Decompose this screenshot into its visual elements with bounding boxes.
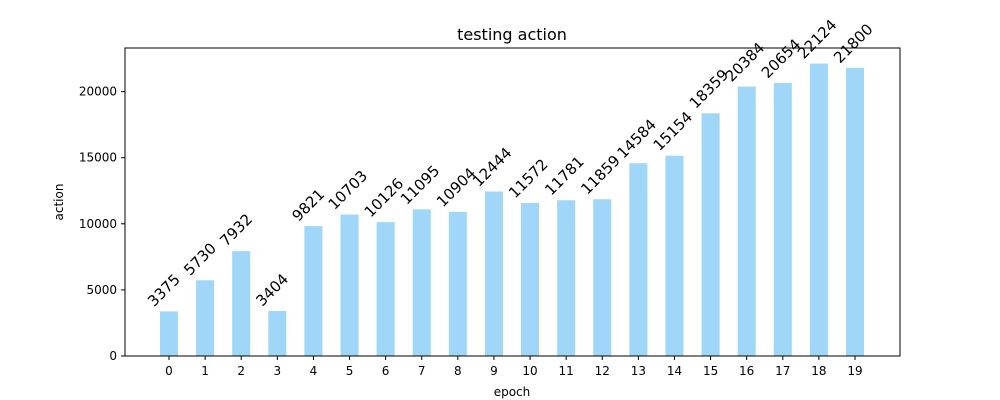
x-tick-label-2: 2: [237, 364, 245, 378]
data-label-3: 3404: [252, 270, 292, 310]
x-tick-label-13: 13: [631, 364, 646, 378]
x-tick-label-9: 9: [490, 364, 498, 378]
data-label-12: 11859: [577, 152, 623, 198]
chart-title: testing action: [457, 25, 567, 44]
bar-17: [773, 82, 792, 356]
data-label-10: 11572: [505, 155, 551, 201]
x-tick-label-0: 0: [165, 364, 173, 378]
x-tick-label-5: 5: [346, 364, 354, 378]
y-tick-label-15000: 15000: [79, 151, 117, 165]
y-axis-ticks: 0 5000 10000 15000 20000: [79, 85, 125, 363]
data-label-17: 20654: [758, 35, 804, 81]
y-axis-label: action: [52, 184, 66, 221]
y-tick-label-0: 0: [109, 349, 117, 363]
bar-19: [845, 67, 865, 357]
bar-12: [593, 199, 612, 356]
x-tick-label-4: 4: [310, 364, 318, 378]
bar-7: [412, 209, 431, 356]
x-tick-label-7: 7: [418, 364, 426, 378]
data-label-4: 9821: [289, 185, 329, 225]
x-tick-label-16: 16: [739, 364, 754, 378]
y-tick-label-20000: 20000: [79, 85, 117, 99]
bar-18: [809, 63, 828, 356]
x-tick-label-3: 3: [273, 364, 281, 378]
bar-14: [665, 155, 684, 356]
x-tick-label-1: 1: [201, 364, 209, 378]
x-tick-label-15: 15: [703, 364, 718, 378]
data-label-0: 3375: [144, 270, 184, 310]
x-tick-label-10: 10: [522, 364, 537, 378]
bar-4: [304, 226, 323, 356]
bar-8: [448, 211, 467, 356]
x-tick-label-14: 14: [667, 364, 682, 378]
data-label-9: 12444: [469, 144, 515, 190]
bars-group: [159, 63, 865, 357]
bar-6: [376, 222, 395, 356]
data-label-2: 7932: [216, 210, 256, 250]
bar-1: [196, 280, 215, 356]
bar-15: [701, 113, 720, 356]
x-axis-label: epoch: [494, 385, 531, 399]
data-label-11: 11781: [541, 153, 587, 199]
bar-3: [268, 311, 287, 356]
x-tick-label-11: 11: [559, 364, 574, 378]
data-labels-group: 3375573079323404982110703101261109510904…: [144, 16, 876, 310]
bar-11: [557, 200, 576, 356]
bar-0: [159, 311, 179, 356]
bar-13: [629, 163, 648, 356]
x-tick-label-19: 19: [847, 364, 862, 378]
data-label-1: 5730: [180, 239, 220, 279]
bar-9: [484, 191, 503, 356]
bar-16: [737, 86, 756, 356]
y-tick-label-5000: 5000: [86, 283, 117, 297]
bar-2: [232, 251, 251, 356]
bar-10: [521, 203, 540, 356]
x-tick-label-6: 6: [382, 364, 390, 378]
plot-frame: [124, 47, 901, 357]
x-tick-label-18: 18: [811, 364, 826, 378]
x-tick-label-8: 8: [454, 364, 462, 378]
x-tick-label-12: 12: [595, 364, 610, 378]
bar-5: [340, 214, 359, 356]
data-label-16: 20384: [722, 39, 768, 85]
y-tick-label-10000: 10000: [79, 217, 117, 231]
x-tick-label-17: 17: [775, 364, 790, 378]
x-axis-ticks: 0 1 2 3 4 5 6 7 8 9 10 11 12 13 14 15 16 17 18 19: [165, 356, 863, 378]
